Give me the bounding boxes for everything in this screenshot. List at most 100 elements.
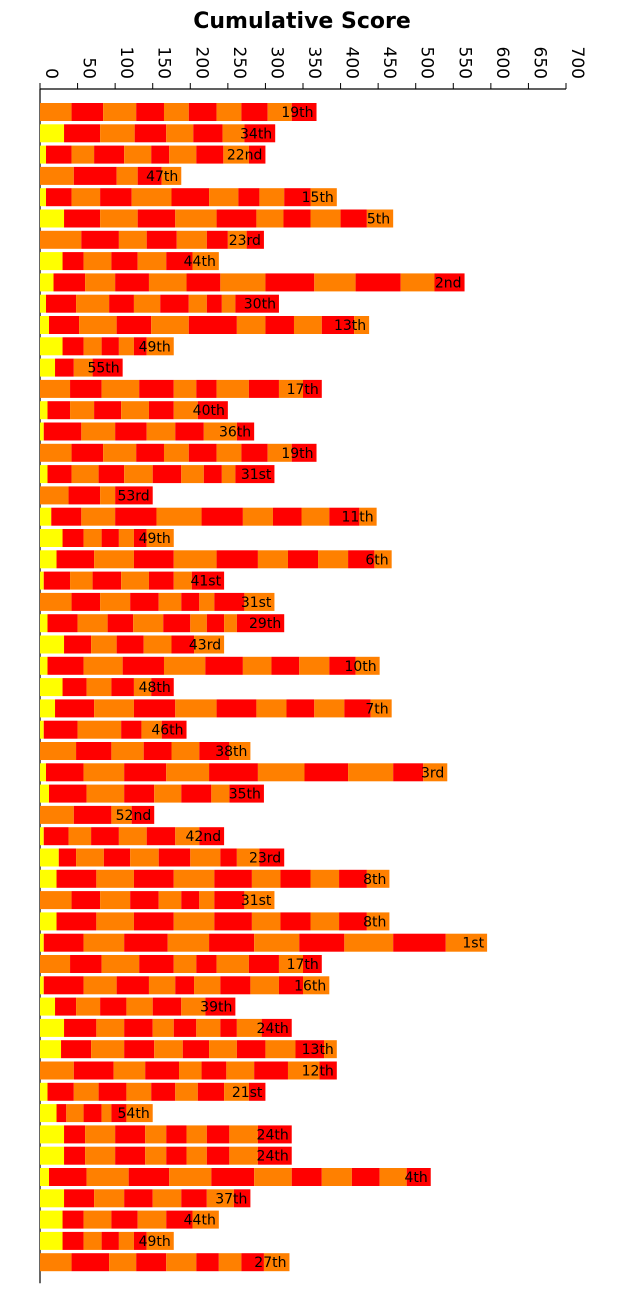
bar-row: 12th [40, 1061, 337, 1080]
rank-label: 3rd [421, 765, 444, 781]
bar-segment [111, 1210, 138, 1229]
rank-label: 8th [363, 914, 386, 930]
bar-row: 40th [40, 401, 228, 420]
bar-segment [355, 656, 380, 675]
bar-segment [71, 188, 101, 207]
rank-label: 49th [139, 339, 171, 355]
bar-segment [96, 869, 134, 888]
bar-segment [43, 571, 71, 590]
bar-segment [214, 891, 245, 910]
bar-segment [101, 379, 140, 398]
bar-segment [221, 465, 236, 484]
bar-segment [101, 1104, 112, 1123]
bar-segment [100, 209, 138, 228]
bar-segment [40, 912, 57, 931]
bar-segment [94, 145, 125, 164]
bar-segment [40, 614, 48, 633]
bar-segment [287, 550, 319, 569]
bar-segment [40, 1210, 63, 1229]
bar-segment [194, 976, 221, 995]
bar-segment [40, 1231, 63, 1250]
bar-segment [220, 848, 237, 867]
bar-segment [133, 699, 176, 718]
rank-label: 48th [139, 680, 171, 696]
bar-row: 11th [40, 507, 377, 526]
bar-segment [51, 507, 82, 526]
bar-segment [197, 1082, 225, 1101]
bar-segment [101, 337, 119, 356]
bar-segment [133, 912, 174, 931]
rank-label: 49th [139, 1234, 171, 1250]
bar-segment [118, 827, 147, 846]
bar-segment [116, 635, 144, 654]
bar-row: 36th [40, 422, 255, 441]
bar-row: 15th [40, 188, 337, 207]
bar-segment [64, 1125, 86, 1144]
bar-segment [94, 1189, 125, 1208]
bar-segment [76, 997, 101, 1016]
bar-segment [166, 1210, 193, 1229]
bar-segment [40, 1125, 65, 1144]
bar-segment [40, 252, 63, 271]
bar-segment [271, 656, 300, 675]
bar-segment [64, 1189, 95, 1208]
bar-segment [393, 763, 424, 782]
bar-segment [83, 933, 125, 952]
bar-segment [355, 273, 401, 292]
bar-segment [220, 976, 251, 995]
bar-segment [206, 1146, 230, 1165]
bar-segment [64, 124, 101, 143]
bar-segment [304, 763, 349, 782]
x-axis: 0 50 100 150 200 250 300 350 400 450 500 550 600 650 7… [39, 47, 587, 1284]
bar-segment [354, 316, 370, 334]
rank-label: 38th [215, 744, 247, 760]
bar-segment [229, 1125, 258, 1144]
rank-label: 54th [118, 1106, 150, 1122]
bar-segment [40, 358, 56, 377]
bar-row: 38th [40, 742, 251, 760]
rank-label: 7th [365, 701, 388, 717]
bar-segment [229, 742, 251, 760]
x-tick-label: 0 [41, 68, 61, 79]
x-tick-label: 450 [379, 47, 399, 79]
bar-segment [339, 912, 367, 931]
bar-segment [100, 891, 131, 910]
bar-segment [40, 635, 65, 654]
bar-segment [124, 145, 152, 164]
bar-segment [205, 656, 243, 675]
bar-segment [40, 720, 44, 739]
bar-segment [55, 997, 77, 1016]
bar-segment [94, 699, 134, 718]
bar-segment [186, 1146, 207, 1165]
bar-segment [161, 720, 187, 739]
rank-label: 17th [287, 957, 319, 973]
bar-row: 49th [40, 1231, 174, 1250]
bar-segment [43, 933, 84, 952]
bar-segment [254, 1061, 288, 1080]
bar-segment [40, 337, 63, 356]
bar-segment [278, 379, 303, 398]
bar-segment [124, 784, 155, 803]
bar-row: 2nd [40, 273, 465, 292]
bar-segment [133, 529, 147, 547]
bar-segment [244, 124, 276, 143]
bar-segment [62, 337, 84, 356]
bar-segment [40, 1253, 72, 1272]
x-tick-label: 200 [191, 47, 211, 79]
bar-segment [310, 209, 341, 228]
bar-segment [86, 678, 112, 697]
bar-segment [124, 933, 168, 952]
bar-segment [124, 1040, 155, 1059]
bar-segment [58, 848, 77, 867]
bar-segment [46, 294, 77, 313]
rank-label: 13th [302, 1042, 334, 1058]
bar-segment [303, 379, 322, 398]
bar-segment [77, 720, 122, 739]
bar-segment [133, 1231, 147, 1250]
bar-segment [76, 294, 110, 313]
bar-segment [196, 379, 217, 398]
rank-label: 4th [404, 1170, 427, 1186]
bar-segment [70, 955, 102, 973]
chart-title: Cumulative Score [193, 9, 411, 34]
bar-segment [263, 1253, 290, 1272]
